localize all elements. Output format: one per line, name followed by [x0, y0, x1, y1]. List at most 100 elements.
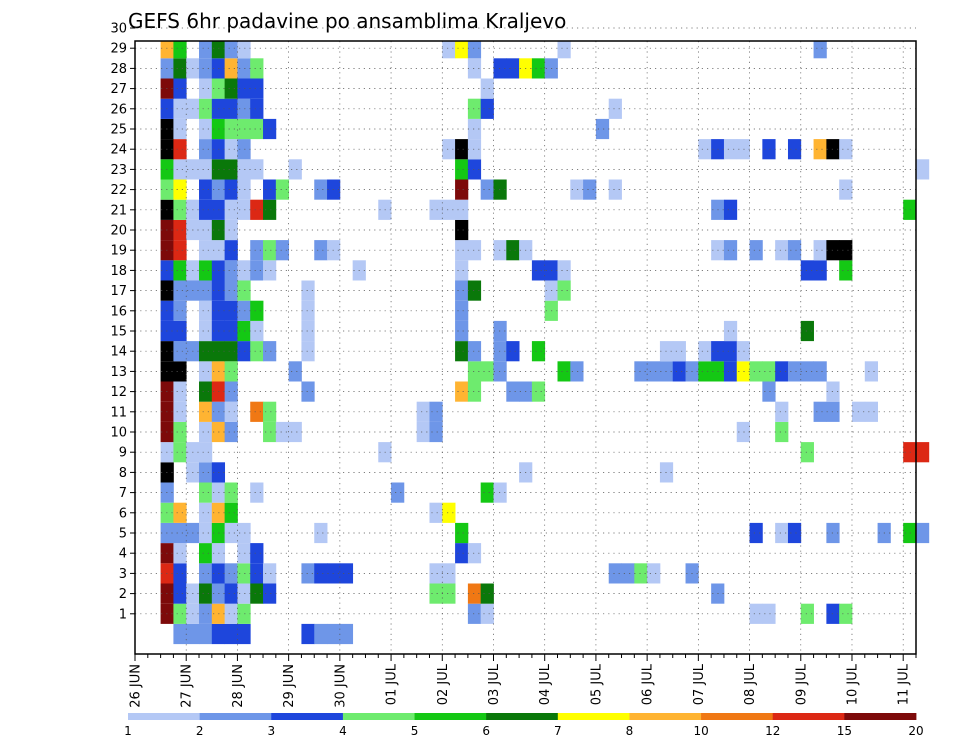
heatmap-cell [736, 341, 750, 362]
heatmap-cell [608, 98, 622, 119]
legend-label: 8 [626, 724, 634, 738]
heatmap-cell [250, 58, 264, 79]
heatmap-cell [813, 401, 827, 422]
heatmap-cell [224, 300, 238, 321]
heatmap-cell [224, 603, 238, 624]
heatmap-cell [467, 381, 482, 402]
heatmap-cell [275, 179, 290, 200]
heatmap-cell [173, 159, 187, 180]
heatmap-cell [173, 522, 187, 544]
heatmap-cell [173, 219, 187, 241]
heatmap-cell [595, 118, 610, 140]
heatmap-cell [467, 583, 482, 604]
heatmap-cell [224, 563, 238, 584]
heatmap-cell [800, 442, 814, 463]
heatmap-cell [199, 98, 213, 119]
y-tick-label: 28 [110, 62, 127, 77]
heatmap-cell [199, 179, 213, 200]
x-tick-label: 29 JUN [282, 664, 297, 708]
heatmap-cell [173, 583, 187, 604]
x-tick-label: 11 JUL [897, 663, 912, 705]
heatmap-cell [531, 260, 546, 281]
heatmap-cell [723, 320, 738, 342]
legend-swatch [128, 713, 201, 720]
heatmap-cell [263, 260, 277, 281]
heatmap-cell [173, 78, 187, 99]
legend-swatch [772, 713, 845, 720]
heatmap-cell [455, 219, 469, 241]
y-axis: 1234567891011121314151617181920212223242… [110, 22, 135, 622]
heatmap-cell [839, 139, 853, 160]
heatmap-cell [250, 98, 264, 119]
heatmap-cell [250, 401, 264, 422]
heatmap-cell [301, 341, 315, 362]
x-tick-label: 05 JUL [589, 663, 604, 705]
y-tick-label: 23 [110, 163, 127, 178]
heatmap-cell [173, 118, 187, 140]
heatmap-cell [749, 522, 763, 544]
heatmap-cell [301, 381, 315, 402]
heatmap-cell [455, 240, 469, 261]
heatmap-cell [173, 139, 187, 160]
heatmap-cell [275, 421, 290, 443]
heatmap-cell [224, 623, 238, 645]
heatmap-cell [583, 179, 597, 200]
heatmap-cell [864, 361, 878, 382]
heatmap-cell [250, 78, 264, 99]
heatmap-cell [467, 280, 482, 301]
heatmap-cell [224, 522, 238, 544]
heatmap-cell [455, 341, 469, 362]
y-tick-label: 26 [110, 102, 127, 117]
heatmap-cell [608, 179, 622, 200]
y-gridlines [135, 27, 916, 615]
heatmap-cell [237, 260, 251, 281]
heatmap-cell [557, 361, 571, 382]
heatmap-cell [800, 320, 814, 342]
heatmap-cell [237, 41, 251, 59]
heatmap-cell [647, 361, 661, 382]
heatmap-cell [736, 421, 750, 443]
heatmap-cell [339, 623, 354, 645]
legend-swatch [342, 713, 415, 720]
heatmap-cell [557, 280, 571, 301]
heatmap-cell [173, 300, 187, 321]
heatmap-cell [199, 482, 213, 503]
y-tick-label: 24 [110, 143, 127, 158]
heatmap-cell [467, 98, 482, 119]
heatmap-cell [736, 139, 750, 160]
heatmap-cell [467, 543, 482, 564]
heatmap-cell [173, 179, 187, 200]
heatmap-cell [224, 401, 238, 422]
heatmap-cell [698, 139, 712, 160]
heatmap-cell [250, 300, 264, 321]
chart-title: GEFS 6hr padavine po ansamblima Kraljevo [128, 9, 566, 33]
heatmap-cell [250, 118, 264, 140]
heatmap-cell [314, 563, 328, 584]
heatmap-cell [224, 118, 238, 140]
heatmap-cell [531, 341, 546, 362]
heatmap-cell [916, 442, 930, 463]
x-tick-label: 04 JUL [538, 663, 553, 705]
heatmap-cell [173, 58, 187, 79]
heatmap-cell [467, 603, 482, 624]
x-tick-label: 27 JUN [180, 664, 195, 708]
heatmap-cell [224, 159, 238, 180]
heatmap-cell [455, 41, 469, 59]
heatmap-cell [314, 522, 328, 544]
heatmap-cell [621, 563, 635, 584]
heatmap-cell [455, 280, 469, 301]
heatmap-cell [173, 361, 187, 382]
heatmap-cell [224, 502, 238, 523]
x-tick-label: 06 JUL [641, 663, 656, 705]
heatmap-cell [416, 421, 430, 443]
heatmap-cell [186, 623, 200, 645]
heatmap-cell [557, 260, 571, 281]
legend-label: 12 [765, 724, 780, 738]
heatmap-cell [224, 41, 238, 59]
heatmap-cell [467, 118, 482, 140]
heatmap-cell [263, 179, 277, 200]
heatmap-cell [237, 522, 251, 544]
heatmap-cell [455, 522, 469, 544]
legend-label: 3 [267, 724, 275, 738]
heatmap-cell [531, 58, 546, 79]
